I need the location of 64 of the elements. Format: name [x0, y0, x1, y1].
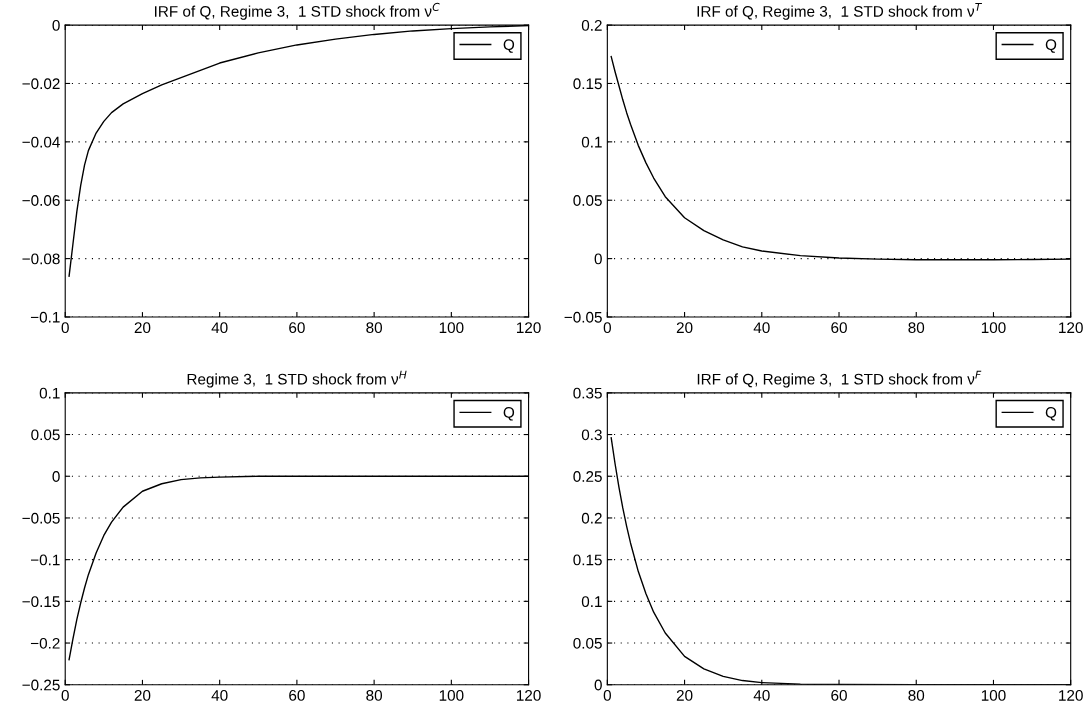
x-tick-label: 0 — [603, 322, 611, 334]
x-tick-label: 40 — [211, 690, 228, 701]
x-tick-label: 0 — [61, 322, 69, 334]
x-tick-label: 20 — [134, 322, 151, 334]
x-tick-label: 120 — [516, 322, 541, 334]
chart-title: IRF of Q, Regime 3, 1 STD shock from ν$^{F}$ — [697, 370, 982, 388]
x-tick-label: 40 — [753, 690, 770, 701]
x-tick-label: 60 — [289, 322, 305, 334]
x-tick-label: 0 — [603, 690, 611, 701]
x-tick-label: 120 — [1059, 322, 1083, 334]
y-tick-label: 0.15 — [573, 554, 602, 566]
x-tick-label: 100 — [439, 322, 464, 334]
x-tick-label: 40 — [753, 322, 770, 334]
x-tick-label: 20 — [676, 322, 693, 334]
legend-label: Q — [503, 39, 515, 53]
y-tick-label: −0.05 — [22, 512, 60, 524]
x-tick-label: 80 — [366, 690, 383, 701]
chart-title: Regime 3, 1 STD shock from ν$^{H}$ — [187, 370, 407, 388]
x-tick-label: 20 — [134, 690, 151, 701]
y-tick-label: 0.15 — [573, 78, 602, 90]
y-tick-label: −0.1 — [30, 311, 60, 323]
y-tick-label: 0.2 — [581, 19, 602, 31]
y-tick-label: 0.05 — [573, 195, 602, 206]
x-tick-label: 100 — [981, 690, 1006, 701]
y-tick-label: 0 — [594, 679, 602, 691]
x-tick-label: 40 — [211, 322, 228, 334]
chart-title: IRF of Q, Regime 3, 1 STD shock from ν$^{T}$ — [697, 3, 983, 20]
x-tick-label: 60 — [289, 690, 305, 701]
y-tick-label: 0.1 — [39, 387, 60, 399]
x-tick-label: 60 — [831, 322, 847, 334]
y-tick-label: −0.1 — [30, 554, 60, 566]
y-tick-label: −0.05 — [564, 311, 602, 323]
y-tick-label: −0.15 — [22, 596, 60, 608]
y-tick-label: 0.05 — [31, 429, 60, 441]
legend-label: Q — [1045, 407, 1057, 421]
y-tick-label: −0.25 — [22, 679, 60, 691]
y-tick-label: 0.3 — [581, 429, 602, 441]
x-tick-label: 60 — [831, 690, 847, 701]
y-tick-label: 0 — [594, 253, 602, 265]
chart-title: IRF of Q, Regime 3, 1 STD shock from ν$^{C}$ — [155, 2, 440, 20]
x-tick-label: 0 — [61, 690, 69, 701]
y-tick-label: −0.08 — [22, 253, 60, 265]
y-tick-label: −0.2 — [30, 637, 60, 649]
y-tick-label: −0.06 — [22, 195, 60, 206]
legend-label: Q — [1045, 39, 1057, 53]
x-tick-label: 120 — [516, 690, 541, 701]
y-tick-label: 0 — [52, 19, 60, 31]
x-tick-label: 100 — [981, 322, 1006, 334]
y-tick-label: 0.25 — [573, 471, 602, 482]
y-tick-label: 0.1 — [581, 596, 602, 608]
y-tick-label: 0.35 — [573, 387, 602, 399]
x-tick-label: 100 — [439, 690, 464, 701]
x-tick-label: 80 — [908, 690, 925, 701]
legend-label: Q — [503, 407, 515, 421]
x-tick-label: 120 — [1059, 690, 1083, 701]
y-tick-label: 0.2 — [581, 512, 602, 524]
x-tick-label: 80 — [366, 322, 383, 334]
y-tick-label: 0.05 — [573, 637, 602, 649]
y-tick-label: −0.02 — [22, 78, 60, 90]
y-tick-label: 0.1 — [581, 136, 602, 148]
y-tick-label: 0 — [52, 471, 60, 482]
x-tick-label: 20 — [676, 690, 693, 701]
y-tick-label: −0.04 — [22, 136, 60, 148]
x-tick-label: 80 — [908, 322, 925, 334]
